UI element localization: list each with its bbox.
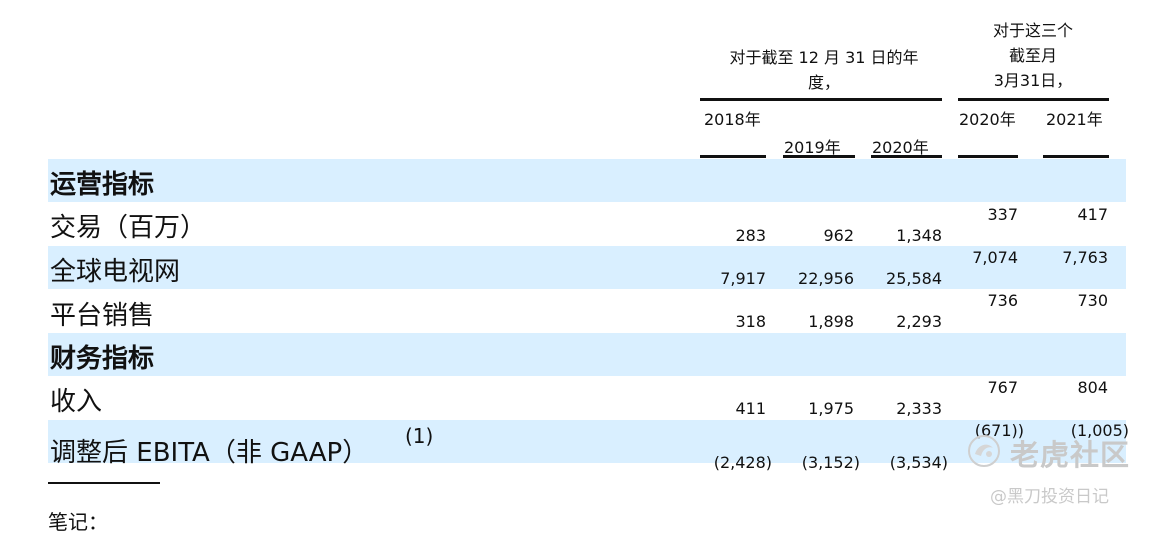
cell-revenue-q2020: 767 xyxy=(987,378,1018,397)
cell-ebita-q2021: (1,005) xyxy=(1070,421,1129,440)
row-band-operating-metrics xyxy=(48,159,1126,202)
cell-transactions-2020: 1,348 xyxy=(896,226,942,245)
cell-global-tv-2020: 25,584 xyxy=(886,269,942,288)
year-rule-2020 xyxy=(871,155,942,158)
section-label-financial-metrics: 财务指标 xyxy=(50,344,155,374)
watermark-handle: @黑刀投资日记 xyxy=(990,487,1109,507)
cell-transactions-2018: 283 xyxy=(735,226,766,245)
year-rule-q-2021 xyxy=(1043,155,1109,158)
quarter-period-header: 对于这三个 截至月 3月31日， xyxy=(958,18,1108,93)
watermark-brand: 老虎社区 xyxy=(1010,438,1131,472)
cell-transactions-q2020: 337 xyxy=(987,205,1018,224)
year-header-q-2020: 2020年 xyxy=(959,110,1016,129)
row-label-transactions: 交易（百万） xyxy=(50,213,207,243)
cell-global-tv-q2021: 7,763 xyxy=(1062,248,1108,267)
cell-revenue-q2021: 804 xyxy=(1077,378,1108,397)
cell-platform-sales-2018: 318 xyxy=(735,312,766,331)
row-band-financial-metrics xyxy=(48,333,1126,376)
cell-ebita-2019: (3,152) xyxy=(801,453,860,472)
cell-transactions-q2021: 417 xyxy=(1077,205,1108,224)
notes-heading: 笔记： xyxy=(48,510,108,534)
row-label-platform-sales: 平台销售 xyxy=(50,301,155,331)
watermark-logo-icon xyxy=(966,434,1002,472)
quarter-period-header-line2: 截至月 xyxy=(1008,46,1057,65)
quarter-period-header-line3: 3月31日， xyxy=(993,71,1073,90)
year-header-q-2021: 2021年 xyxy=(1046,110,1103,129)
year-rule-2019 xyxy=(783,155,855,158)
annual-period-header-line1: 对于截至 12 月 31 日的年 xyxy=(729,48,919,67)
cell-platform-sales-2019: 1,898 xyxy=(808,312,854,331)
cell-revenue-2020: 2,333 xyxy=(896,399,942,418)
quarter-group-rule xyxy=(958,98,1109,101)
footnote-divider xyxy=(48,482,160,484)
year-header-2019: 2019年 xyxy=(784,138,841,157)
cell-global-tv-q2020: 7,074 xyxy=(972,248,1018,267)
row-label-global-tv: 全球电视网 xyxy=(50,257,181,287)
cell-global-tv-2018: 7,917 xyxy=(720,269,766,288)
row-band-global-tv xyxy=(48,246,1126,289)
cell-ebita-2018: (2,428) xyxy=(713,453,772,472)
annual-period-header: 对于截至 12 月 31 日的年 度， xyxy=(700,45,948,95)
row-label-adjusted-ebita: 调整后 EBITA（非 GAAP） xyxy=(50,438,369,468)
cell-ebita-q2020: (671)) xyxy=(974,421,1024,440)
year-header-2020: 2020年 xyxy=(872,138,929,157)
cell-revenue-2019: 1,975 xyxy=(808,399,854,418)
year-rule-2018 xyxy=(700,155,766,158)
cell-platform-sales-2020: 2,293 xyxy=(896,312,942,331)
year-rule-q-2020 xyxy=(958,155,1018,158)
cell-platform-sales-q2020: 736 xyxy=(987,291,1018,310)
annual-period-header-line2: 度， xyxy=(807,73,840,92)
footnote-marker: (1) xyxy=(405,424,434,448)
cell-platform-sales-q2021: 730 xyxy=(1077,291,1108,310)
quarter-period-header-line1: 对于这三个 xyxy=(992,21,1073,40)
cell-ebita-2020: (3,534) xyxy=(889,453,948,472)
cell-transactions-2019: 962 xyxy=(823,226,854,245)
row-band-ebita xyxy=(48,420,1126,463)
section-label-operating-metrics: 运营指标 xyxy=(50,170,155,200)
cell-revenue-2018: 411 xyxy=(735,399,766,418)
year-header-2018: 2018年 xyxy=(704,110,761,129)
row-label-revenue: 收入 xyxy=(50,387,103,417)
annual-group-rule xyxy=(700,98,942,101)
cell-global-tv-2019: 22,956 xyxy=(798,269,854,288)
